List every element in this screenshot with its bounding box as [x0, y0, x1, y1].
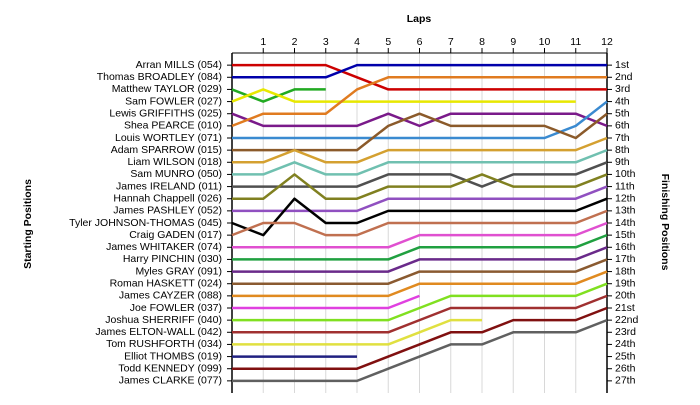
position-line — [232, 185, 608, 213]
position-line — [232, 161, 608, 188]
starting-position-label: James IRELAND (011) — [116, 180, 222, 192]
x-tick-label: 5 — [385, 36, 391, 48]
chart-title: Laps — [407, 13, 432, 25]
starting-position-label: Tyler JOHNSON-THOMAS (045) — [69, 217, 222, 229]
starting-position-label: Myles GRAY (091) — [135, 265, 222, 277]
position-line — [231, 209, 608, 237]
finishing-position-label: 27th — [615, 375, 636, 387]
starting-position-label: Arran MILLS (054) — [136, 59, 222, 71]
finishing-position-label: 2nd — [615, 71, 633, 83]
position-line — [232, 173, 608, 200]
x-tick-label: 12 — [601, 36, 613, 48]
starting-position-label: Adam SPARROW (015) — [111, 144, 222, 156]
finishing-position-label: 19th — [615, 277, 636, 289]
finishing-position-label: 24th — [615, 338, 636, 350]
position-line — [232, 318, 482, 346]
finishing-position-label: 17th — [615, 253, 636, 265]
finishing-position-label: 8th — [615, 144, 630, 156]
finishing-position-label: 4th — [615, 95, 630, 107]
starting-position-label: Matthew TAYLOR (029) — [112, 83, 222, 95]
x-tick-label: 4 — [354, 36, 360, 48]
finishing-position-label: 1st — [615, 59, 629, 71]
starting-position-label: Elliot THOMBS (019) — [124, 350, 222, 362]
starting-position-label: Craig GADEN (017) — [129, 229, 222, 241]
starting-position-label: Lewis GRIFFITHS (025) — [109, 107, 222, 119]
finishing-position-label: 12th — [615, 192, 636, 204]
finishing-position-label: 7th — [615, 132, 630, 144]
finishing-position-label: 10th — [615, 168, 636, 180]
starting-position-label: Todd KENNEDY (099) — [118, 362, 222, 374]
position-line — [232, 63, 607, 91]
starting-position-label: James WHITAKER (074) — [106, 241, 222, 253]
finishing-position-label: 15th — [615, 229, 636, 241]
finishing-position-label: 11th — [615, 180, 635, 192]
finishing-position-label: 16th — [615, 241, 636, 253]
finishing-position-label: 5th — [615, 107, 630, 119]
starting-position-label: Louis WORTLEY (071) — [115, 132, 222, 144]
starting-position-label: Hannah Chappell (026) — [113, 192, 222, 204]
x-tick-label: 8 — [479, 36, 485, 48]
position-line — [232, 294, 608, 334]
finishing-position-label: 13th — [615, 205, 636, 217]
left-axis-title: Starting Positions — [22, 179, 34, 269]
x-tick-label: 3 — [323, 36, 329, 48]
x-tick-label: 2 — [292, 36, 298, 48]
x-tick-label: 6 — [417, 36, 423, 48]
finishing-position-label: 3rd — [615, 83, 630, 95]
starting-position-label: Harry PINCHIN (030) — [123, 253, 222, 265]
starting-position-label: James PASHLEY (052) — [113, 205, 222, 217]
finishing-position-label: 14th — [615, 217, 636, 229]
position-line — [232, 136, 608, 164]
x-tick-label: 11 — [570, 36, 581, 48]
position-line — [231, 88, 576, 103]
x-tick-label: 7 — [448, 36, 454, 48]
position-line — [232, 318, 608, 383]
position-line — [232, 233, 608, 261]
finishing-position-label: 20th — [615, 290, 636, 302]
starting-position-label: James CLARKE (077) — [119, 375, 222, 387]
finishing-position-label: 9th — [615, 156, 630, 168]
x-tick-label: 9 — [510, 36, 516, 48]
starting-position-label: Sam FOWLER (027) — [125, 95, 222, 107]
starting-position-label: Sam MUNRO (050) — [130, 168, 222, 180]
position-line — [232, 270, 608, 298]
position-line — [232, 221, 608, 249]
finishing-position-label: 26th — [615, 362, 636, 374]
position-line — [231, 76, 607, 128]
finishing-position-label: 18th — [615, 265, 636, 277]
position-line — [232, 63, 607, 79]
starting-position-label: Liam WILSON (018) — [127, 156, 222, 168]
position-line — [232, 148, 608, 176]
position-line — [232, 246, 608, 273]
x-tick-label: 10 — [539, 36, 551, 48]
x-tick-label: 1 — [260, 36, 266, 48]
finishing-position-label: 23rd — [615, 326, 636, 338]
position-line — [231, 197, 608, 237]
starting-position-label: James ELTON-WALL (042) — [95, 326, 222, 338]
position-line — [232, 306, 608, 370]
finishing-position-label: 21st — [615, 302, 635, 314]
starting-position-label: James CAYZER (088) — [119, 290, 222, 302]
starting-position-label: Joe FOWLER (037) — [130, 302, 222, 314]
position-line — [232, 294, 420, 310]
starting-position-label: Shea PEARCE (010) — [124, 120, 222, 132]
starting-position-label: Thomas BROADLEY (084) — [97, 71, 222, 83]
finishing-position-label: 25th — [615, 350, 636, 362]
finishing-position-label: 6th — [615, 120, 630, 132]
position-line — [232, 282, 608, 322]
right-axis-title: Finishing Positions — [659, 174, 671, 271]
starting-position-label: Joshua SHERRIFF (040) — [105, 314, 222, 326]
finishing-position-label: 22nd — [615, 314, 639, 326]
position-line — [232, 100, 608, 140]
starting-position-label: Roman HASKETT (024) — [110, 277, 222, 289]
position-line — [231, 112, 608, 128]
starting-position-label: Tom RUSHFORTH (034) — [106, 338, 222, 350]
position-line — [232, 258, 608, 285]
